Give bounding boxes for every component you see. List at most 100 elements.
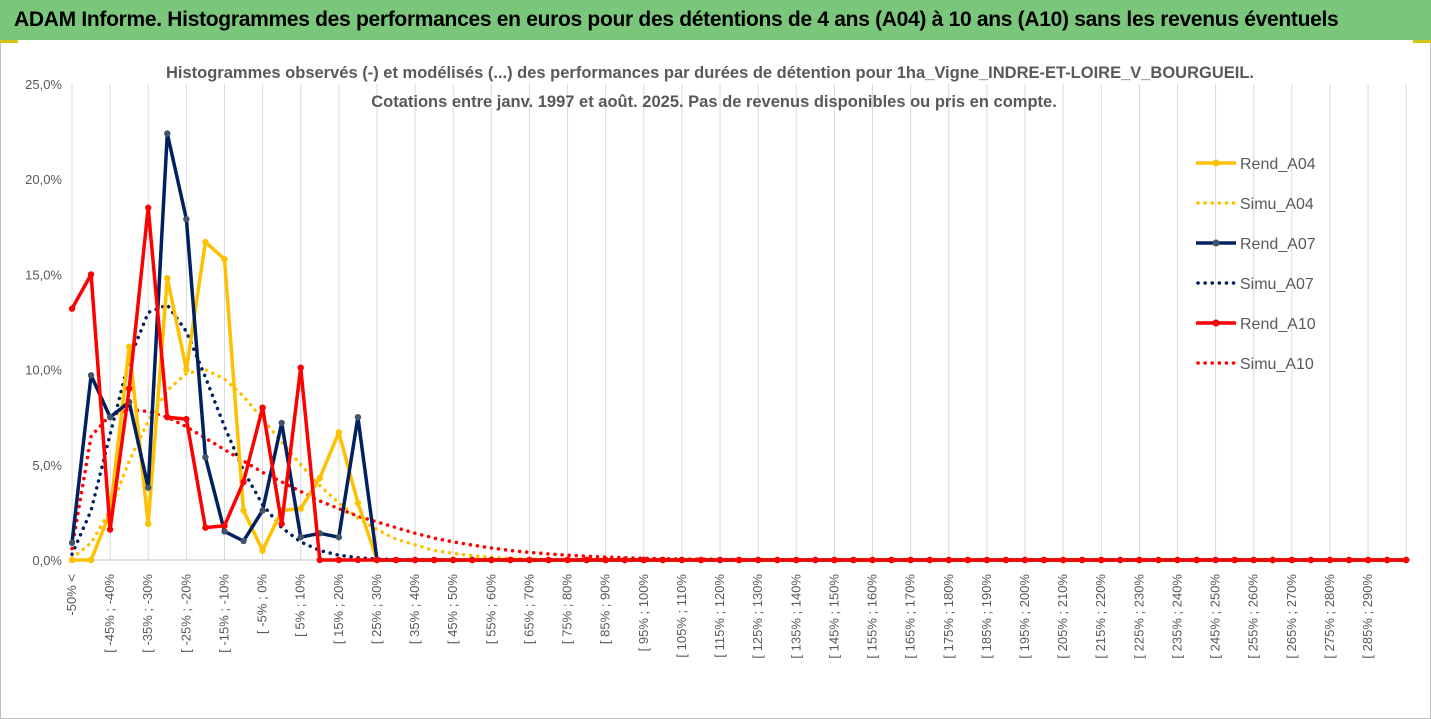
data-point bbox=[1212, 556, 1219, 564]
data-point bbox=[183, 366, 190, 373]
data-point bbox=[1078, 556, 1086, 564]
data-point bbox=[488, 556, 495, 564]
data-point bbox=[221, 528, 228, 535]
corner-mark-left bbox=[0, 40, 18, 43]
data-point bbox=[87, 271, 95, 278]
data-point bbox=[888, 556, 895, 564]
data-point bbox=[774, 556, 781, 564]
data-point bbox=[278, 520, 285, 528]
data-point bbox=[297, 533, 304, 541]
data-point bbox=[716, 556, 724, 564]
data-point bbox=[640, 556, 647, 564]
x-tick-label: [ 65% ; 70% bbox=[521, 574, 536, 645]
x-tick-label: [ 25% ; 30% bbox=[369, 574, 384, 645]
data-point bbox=[145, 520, 152, 528]
x-tick-label: [ 245% ; 250% bbox=[1208, 574, 1223, 659]
data-point bbox=[145, 204, 152, 211]
data-point bbox=[1231, 556, 1238, 564]
y-tick-label: 10,0% bbox=[25, 363, 62, 378]
data-point bbox=[1326, 556, 1334, 564]
data-point bbox=[354, 414, 362, 421]
data-point bbox=[793, 556, 800, 564]
data-point bbox=[1155, 556, 1162, 564]
x-tick-label: [ -25% ; -20% bbox=[178, 574, 193, 653]
x-tick-label: [ 45% ; 50% bbox=[445, 574, 460, 645]
data-point bbox=[202, 453, 209, 461]
data-point bbox=[411, 556, 419, 564]
data-point bbox=[1174, 556, 1181, 564]
series-line bbox=[70, 206, 1407, 562]
data-point bbox=[68, 539, 76, 547]
data-point bbox=[831, 556, 838, 564]
data-point bbox=[106, 526, 114, 533]
data-point bbox=[659, 556, 667, 564]
data-point bbox=[1002, 556, 1010, 564]
chart-subtitle: Cotations entre janv. 1997 et août. 2025… bbox=[371, 93, 1057, 111]
x-tick-label: [ 95% ; 100% bbox=[636, 574, 651, 652]
data-point bbox=[1193, 556, 1200, 564]
x-tick-label: [ 145% ; 150% bbox=[826, 574, 841, 659]
y-axis: 0,0% 5,0% 10,0% 15,0% 20,0% 25,0% bbox=[25, 77, 62, 568]
y-tick-label: 5,0% bbox=[32, 458, 62, 473]
x-tick-label: -50% < bbox=[64, 574, 79, 616]
data-point bbox=[812, 556, 819, 564]
data-point bbox=[1383, 556, 1391, 564]
x-tick-label: [ 225% ; 230% bbox=[1131, 574, 1146, 659]
legend-label: Rend_A10 bbox=[1240, 316, 1316, 333]
chart-title: Histogrammes observés (-) et modélisés (… bbox=[166, 64, 1254, 82]
series-rend-a10 bbox=[68, 204, 1410, 564]
data-point bbox=[469, 556, 476, 564]
data-point bbox=[450, 556, 457, 564]
data-point bbox=[335, 556, 343, 564]
data-point bbox=[202, 524, 209, 531]
legend-marker bbox=[1212, 159, 1220, 167]
data-point bbox=[1307, 556, 1315, 564]
data-point bbox=[373, 556, 381, 564]
data-point bbox=[164, 414, 171, 421]
data-point bbox=[164, 275, 171, 282]
x-tick-label: [ 265% ; 270% bbox=[1284, 574, 1299, 659]
data-point bbox=[564, 556, 571, 564]
x-tick-label: [ 85% ; 90% bbox=[598, 574, 613, 645]
x-tick-label: [ 205% ; 210% bbox=[1055, 574, 1070, 659]
data-point bbox=[602, 556, 609, 564]
x-tick-label: [ 5% ; 10% bbox=[293, 574, 308, 637]
data-point bbox=[297, 364, 304, 371]
data-point bbox=[68, 556, 76, 564]
data-point bbox=[1269, 556, 1276, 564]
title-banner: ADAM Informe. Histogrammes des performan… bbox=[0, 0, 1431, 40]
data-point bbox=[1098, 556, 1105, 564]
x-tick-label: [ 215% ; 220% bbox=[1093, 574, 1108, 659]
data-point bbox=[259, 404, 266, 411]
x-tick-label: [ -5% ; 0% bbox=[255, 574, 270, 634]
y-tick-label: 25,0% bbox=[25, 77, 62, 92]
legend-label: Rend_A04 bbox=[1240, 156, 1316, 173]
x-tick-label: [ 75% ; 80% bbox=[560, 574, 575, 645]
x-axis: -50% < [ -45% ; -40% [ -35% ; -30% [ -25% ;… bbox=[64, 574, 1375, 659]
legend-label: Simu_A10 bbox=[1240, 356, 1314, 373]
data-point bbox=[221, 255, 228, 263]
x-tick-label: [ 255% ; 260% bbox=[1246, 574, 1261, 659]
data-point bbox=[316, 474, 323, 482]
data-point bbox=[735, 556, 743, 564]
data-point bbox=[1364, 556, 1372, 564]
data-point bbox=[240, 537, 247, 545]
data-point bbox=[145, 484, 152, 491]
legend-label: Rend_A07 bbox=[1240, 236, 1316, 253]
data-point bbox=[507, 556, 514, 564]
legend-marker bbox=[1212, 319, 1220, 327]
data-point bbox=[964, 556, 972, 564]
x-tick-label: [ 35% ; 40% bbox=[407, 574, 422, 645]
data-point bbox=[106, 414, 114, 421]
data-point bbox=[869, 556, 876, 564]
x-tick-label: [ 195% ; 200% bbox=[1017, 574, 1032, 659]
data-point bbox=[125, 343, 133, 350]
x-tick-label: [ -35% ; -30% bbox=[140, 574, 155, 653]
series-layer bbox=[68, 130, 1410, 564]
legend-label: Simu_A04 bbox=[1240, 196, 1314, 213]
data-point bbox=[1136, 556, 1143, 564]
x-tick-label: [ 275% ; 280% bbox=[1322, 574, 1337, 659]
data-point bbox=[850, 556, 857, 564]
x-tick-label: [ 125% ; 130% bbox=[750, 574, 765, 659]
